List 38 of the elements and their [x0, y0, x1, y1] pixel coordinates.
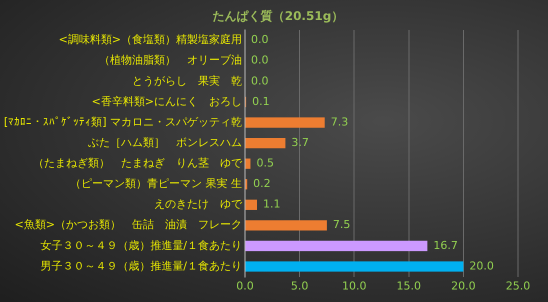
- y-tick-label: [ﾏｶﾛﾆ・ｽﾊﾟｹﾞｯﾃｨ類] マカロニ・スパゲッティ乾: [4, 115, 242, 128]
- bar: [246, 261, 464, 272]
- bar: [246, 158, 250, 169]
- y-tick-label: ぶた［ハム類］ ボンレスハム: [88, 136, 242, 149]
- data-label: 0.1: [252, 94, 270, 108]
- x-tick-label: 5.0: [290, 279, 308, 292]
- bar: [246, 240, 428, 252]
- y-tick-label: とうがらし 果実 乾: [132, 74, 242, 88]
- chart-title: たんぱく質（20.51g）: [212, 9, 344, 24]
- x-tick-label: 25.0: [506, 279, 530, 292]
- y-tick-label: 男子３０～４９（歳）推進量/１食あたり: [40, 259, 242, 272]
- x-tick-label: 20.0: [451, 279, 476, 292]
- bar: [246, 117, 325, 128]
- x-tick-label: 10.0: [342, 279, 366, 292]
- data-label: 1.1: [263, 198, 281, 211]
- y-tick-label: えのきたけ ゆで: [154, 198, 243, 211]
- y-tick-label: <調味料類>（食塩類）精製塩家庭用: [58, 33, 242, 46]
- x-tick-label: 15.0: [396, 279, 422, 292]
- y-tick-label: （ピーマン類）青ピーマン 果実 生: [70, 177, 242, 190]
- y-tick-label: <魚類>（かつお類） 缶詰 油漬 フレーク: [14, 218, 242, 232]
- y-tick-label: 女子３０～４９（歳）推進量/１食あたり: [40, 238, 242, 252]
- data-label: 16.7: [433, 238, 458, 252]
- x-tick-label: 0.0: [236, 279, 254, 292]
- y-tick-label: <香辛料類>にんにく おろし: [92, 94, 242, 108]
- data-label: 0.2: [253, 177, 271, 190]
- data-label: 7.3: [330, 115, 348, 128]
- y-tick-label: （たまねぎ類） たまねぎ りん茎 ゆで: [33, 156, 243, 170]
- bar: [246, 138, 286, 148]
- data-label: 3.7: [291, 136, 309, 149]
- data-label: 0.0: [251, 54, 268, 67]
- data-label: 20.0: [469, 259, 494, 272]
- data-label: 0.5: [256, 156, 274, 170]
- data-label: 0.0: [251, 74, 268, 88]
- y-tick-label: （植物油脂類） オリーブ油: [99, 54, 242, 67]
- data-label: 0.0: [251, 33, 268, 46]
- bar: [246, 200, 258, 210]
- bar: [246, 220, 327, 231]
- data-label: 7.5: [332, 218, 350, 232]
